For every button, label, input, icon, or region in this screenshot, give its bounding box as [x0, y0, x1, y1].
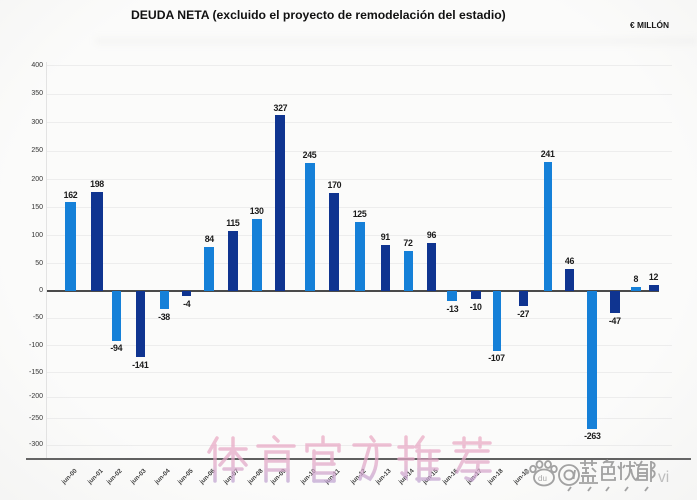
svg-text:vi: vi — [658, 469, 669, 486]
svg-text:du: du — [538, 474, 547, 483]
